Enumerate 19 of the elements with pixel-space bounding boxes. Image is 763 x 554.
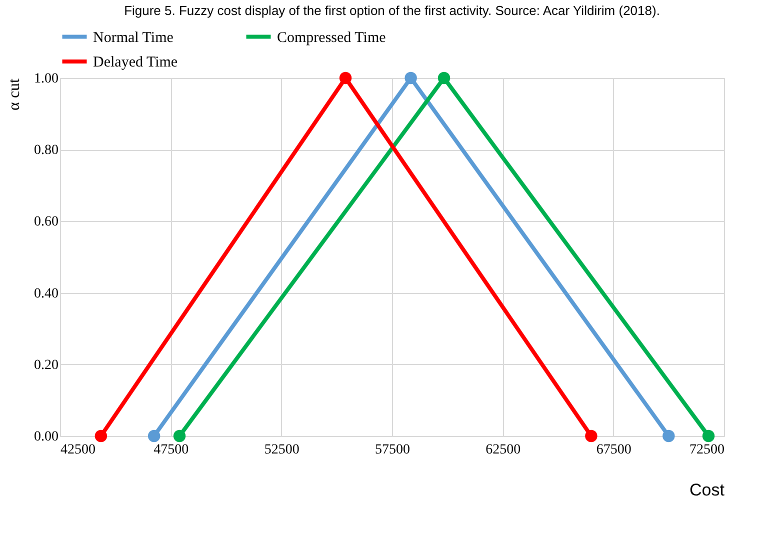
legend-label: Normal Time [93,30,174,46]
x-tick-label: 57500 [375,442,410,458]
legend-label: Delayed Time [93,54,178,70]
y-tick-label: 1.00 [34,72,58,86]
y-tick-label: 0.00 [34,430,58,444]
y-tick-label: 0.40 [34,286,58,302]
legend-label: Compressed Time [277,30,386,46]
chart-title: Figure 5. Fuzzy cost display of the first option of the first activity. Source: Acar Yildirim (2018). [124,3,660,18]
x-tick-label: 62500 [486,442,521,458]
x-tick-label: 67500 [596,442,632,458]
x-axis-title: Cost [690,480,725,500]
y-axis-title: α cut [6,78,23,110]
y-tick-label: 0.60 [34,214,58,230]
x-tick-label: 52500 [264,442,300,458]
y-tick-label: 0.80 [34,143,58,158]
x-tick-label: 47500 [154,442,189,458]
x-tick-label: 42500 [60,442,96,458]
y-tick-label: 0.20 [34,358,58,373]
x-tick-label: 72500 [690,442,724,458]
